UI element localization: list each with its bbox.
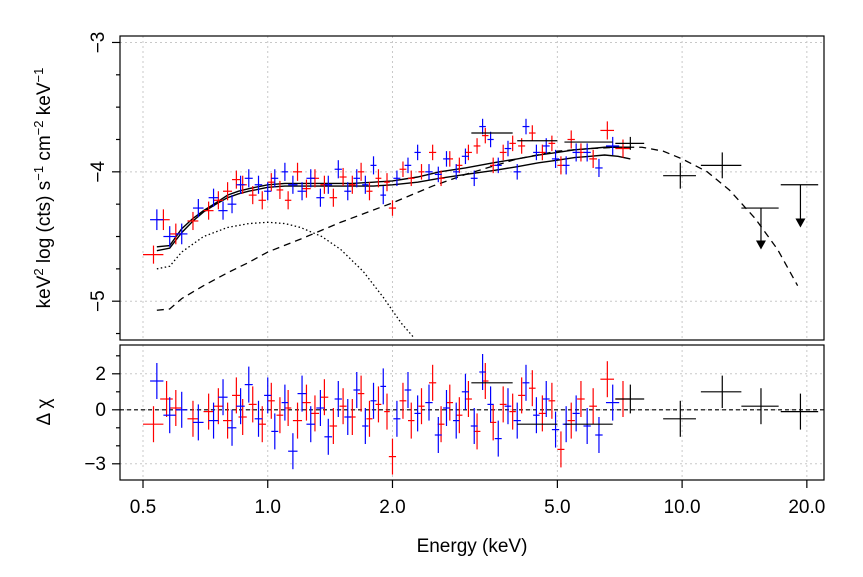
- thermal-component: [156, 221, 415, 338]
- bottom-panel-y-axis: 2 0 −3: [84, 355, 120, 475]
- x-tick-label: 10.0: [664, 497, 701, 518]
- bottom-y-tick-label: −3: [84, 454, 106, 475]
- top-y-tick-label: −3: [88, 32, 109, 54]
- bottom-panel-frame: [119, 344, 825, 481]
- bottom-y-axis-title: Δ χ: [34, 399, 55, 426]
- bottom-panel-residual-points: [143, 354, 819, 475]
- top-y-axis-title: keV2 log (cts) s−1 cm−2 keV−1: [31, 68, 55, 309]
- top-y-axis-title-sup: −2: [31, 120, 46, 135]
- x-axis-title: Energy (keV): [417, 536, 528, 557]
- bottom-y-tick-label: 0: [95, 400, 106, 421]
- top-panel-model-curves: [156, 146, 799, 338]
- powerlaw-component: [156, 146, 799, 311]
- x-tick-label: 20.0: [788, 497, 825, 518]
- total-model-blue: [156, 154, 631, 252]
- top-y-axis-title-part: keV: [34, 82, 55, 120]
- bottom-panel-grid: [120, 345, 824, 480]
- x-tick-label: 0.5: [130, 497, 156, 518]
- top-y-axis-title-part: log (cts) s: [34, 181, 55, 269]
- total-model-red: [156, 146, 631, 248]
- x-tick-label: 1.0: [255, 497, 281, 518]
- x-tick-label: 5.0: [544, 497, 570, 518]
- top-y-tick-label: −5: [88, 290, 109, 312]
- upper-limit-arrowhead: [755, 240, 766, 250]
- x-axis: 0.5 1.0 2.0 5.0 10.0 20.0: [130, 480, 825, 518]
- upper-limit-arrowhead: [795, 218, 806, 228]
- top-panel-y-axis: −3 −4 −5: [88, 32, 120, 335]
- top-y-axis-title-part: cm: [34, 135, 55, 166]
- top-y-tick-label: −4: [88, 161, 109, 183]
- top-panel-grid: [120, 36, 824, 340]
- top-y-axis-title-sup: −1: [31, 166, 46, 181]
- top-y-axis-title-sup: 2: [31, 268, 46, 275]
- top-panel-frame: [119, 35, 825, 341]
- top-panel-upper-limits: [741, 184, 819, 250]
- x-tick-label: 2.0: [379, 497, 405, 518]
- bottom-y-tick-label: 2: [95, 364, 106, 385]
- top-panel-data-points: [143, 118, 742, 264]
- top-y-axis-title-sup: −1: [31, 68, 46, 83]
- top-y-axis-title-part: keV: [34, 275, 55, 308]
